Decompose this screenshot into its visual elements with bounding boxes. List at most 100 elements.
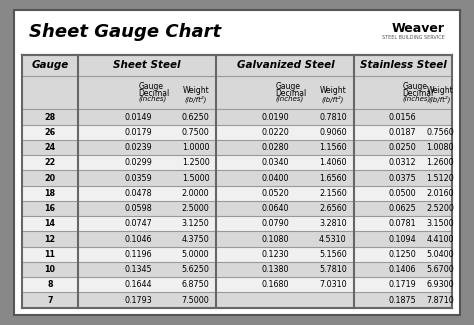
Text: 2.5200: 2.5200	[426, 204, 454, 213]
Text: 2.6560: 2.6560	[319, 204, 347, 213]
Text: 0.0478: 0.0478	[125, 189, 152, 198]
Bar	[22, 110, 452, 125]
Text: 0.0179: 0.0179	[124, 128, 152, 137]
Text: 12: 12	[45, 235, 55, 243]
Text: 4.4100: 4.4100	[426, 235, 454, 243]
Text: 7: 7	[47, 296, 53, 305]
Text: 0.0156: 0.0156	[389, 112, 416, 122]
Text: Weight: Weight	[319, 86, 346, 95]
Text: Gauge: Gauge	[402, 82, 428, 91]
Bar	[22, 201, 452, 216]
Text: Sheet Gauge Chart: Sheet Gauge Chart	[29, 23, 221, 41]
Text: 0.0500: 0.0500	[389, 189, 416, 198]
Bar	[22, 55, 452, 75]
Bar	[22, 140, 452, 155]
Text: 0.6250: 0.6250	[182, 112, 210, 122]
Text: 0.0781: 0.0781	[389, 219, 416, 228]
Text: (inches): (inches)	[402, 95, 431, 102]
Text: 6.8750: 6.8750	[182, 280, 210, 289]
Text: 0.1380: 0.1380	[262, 265, 289, 274]
Text: 5.6250: 5.6250	[182, 265, 210, 274]
Text: 0.0747: 0.0747	[124, 219, 152, 228]
Text: 8: 8	[47, 280, 53, 289]
Text: 0.1046: 0.1046	[125, 235, 152, 243]
Bar	[22, 262, 452, 277]
Bar	[22, 216, 452, 231]
Text: 2.5000: 2.5000	[182, 204, 210, 213]
Text: 0.0299: 0.0299	[124, 158, 152, 167]
Text: 1.5000: 1.5000	[182, 174, 210, 183]
Text: 0.0220: 0.0220	[262, 128, 290, 137]
Text: Gauge: Gauge	[275, 82, 301, 91]
Text: 0.1793: 0.1793	[124, 296, 152, 305]
Bar	[22, 75, 452, 110]
Text: 0.0598: 0.0598	[124, 204, 152, 213]
Text: 0.1345: 0.1345	[125, 265, 152, 274]
Text: Decimal: Decimal	[402, 89, 434, 98]
Text: 0.1230: 0.1230	[262, 250, 289, 259]
Text: 0.0280: 0.0280	[262, 143, 289, 152]
Text: 3.1500: 3.1500	[426, 219, 454, 228]
Text: Galvanized Steel: Galvanized Steel	[237, 60, 334, 70]
Text: 5.0000: 5.0000	[182, 250, 210, 259]
Bar	[22, 186, 452, 201]
Text: (inches): (inches)	[275, 95, 304, 102]
Text: Weaver: Weaver	[392, 22, 445, 35]
Text: Weight: Weight	[427, 86, 454, 95]
Text: 5.7810: 5.7810	[319, 265, 347, 274]
Text: 7.0310: 7.0310	[319, 280, 346, 289]
Text: 1.2500: 1.2500	[182, 158, 210, 167]
Text: 20: 20	[45, 174, 55, 183]
Bar	[22, 170, 452, 186]
Text: Sheet Steel: Sheet Steel	[113, 60, 181, 70]
Text: 0.1644: 0.1644	[125, 280, 152, 289]
Text: 1.4060: 1.4060	[319, 158, 346, 167]
Text: 0.0375: 0.0375	[389, 174, 416, 183]
Text: STEEL BUILDING SERVICE: STEEL BUILDING SERVICE	[382, 35, 445, 40]
Text: 0.1719: 0.1719	[389, 280, 416, 289]
Text: 0.0400: 0.0400	[262, 174, 289, 183]
Text: 0.9060: 0.9060	[319, 128, 346, 137]
Bar	[22, 277, 452, 292]
Text: (lb/ft²): (lb/ft²)	[184, 95, 207, 103]
Text: 5.1560: 5.1560	[319, 250, 347, 259]
Text: 1.2600: 1.2600	[426, 158, 454, 167]
Text: 1.0080: 1.0080	[426, 143, 454, 152]
Text: 11: 11	[45, 250, 55, 259]
Text: 0.1196: 0.1196	[125, 250, 152, 259]
Text: 0.0239: 0.0239	[124, 143, 152, 152]
Bar	[22, 247, 452, 262]
Text: 16: 16	[45, 204, 55, 213]
Text: 0.0312: 0.0312	[389, 158, 416, 167]
Text: 0.0640: 0.0640	[262, 204, 289, 213]
Text: 0.0250: 0.0250	[389, 143, 416, 152]
Text: 26: 26	[45, 128, 55, 137]
Text: 3.2810: 3.2810	[319, 219, 346, 228]
Text: (lb/ft²): (lb/ft²)	[322, 95, 344, 103]
Text: 18: 18	[45, 189, 55, 198]
Text: 4.3750: 4.3750	[182, 235, 210, 243]
Text: Gauge: Gauge	[31, 60, 69, 70]
Text: 5.0400: 5.0400	[426, 250, 454, 259]
Text: 0.0520: 0.0520	[262, 189, 290, 198]
Text: 0.7810: 0.7810	[319, 112, 346, 122]
Text: 2.0000: 2.0000	[182, 189, 210, 198]
Text: Decimal: Decimal	[275, 89, 307, 98]
Text: 0.0340: 0.0340	[262, 158, 289, 167]
Text: 10: 10	[45, 265, 55, 274]
Text: 0.0359: 0.0359	[124, 174, 152, 183]
Text: 2.0160: 2.0160	[426, 189, 454, 198]
Text: 0.0187: 0.0187	[389, 128, 416, 137]
Text: (inches): (inches)	[138, 95, 166, 102]
Bar	[22, 292, 452, 308]
Text: 0.0149: 0.0149	[125, 112, 152, 122]
Text: Weight: Weight	[182, 86, 209, 95]
Text: 0.1080: 0.1080	[262, 235, 289, 243]
Text: 28: 28	[44, 112, 55, 122]
Text: 3.1250: 3.1250	[182, 219, 210, 228]
Text: 0.0190: 0.0190	[262, 112, 289, 122]
Text: 22: 22	[44, 158, 55, 167]
Text: 0.1250: 0.1250	[389, 250, 416, 259]
Text: 0.1094: 0.1094	[389, 235, 416, 243]
Text: 6.9300: 6.9300	[426, 280, 454, 289]
